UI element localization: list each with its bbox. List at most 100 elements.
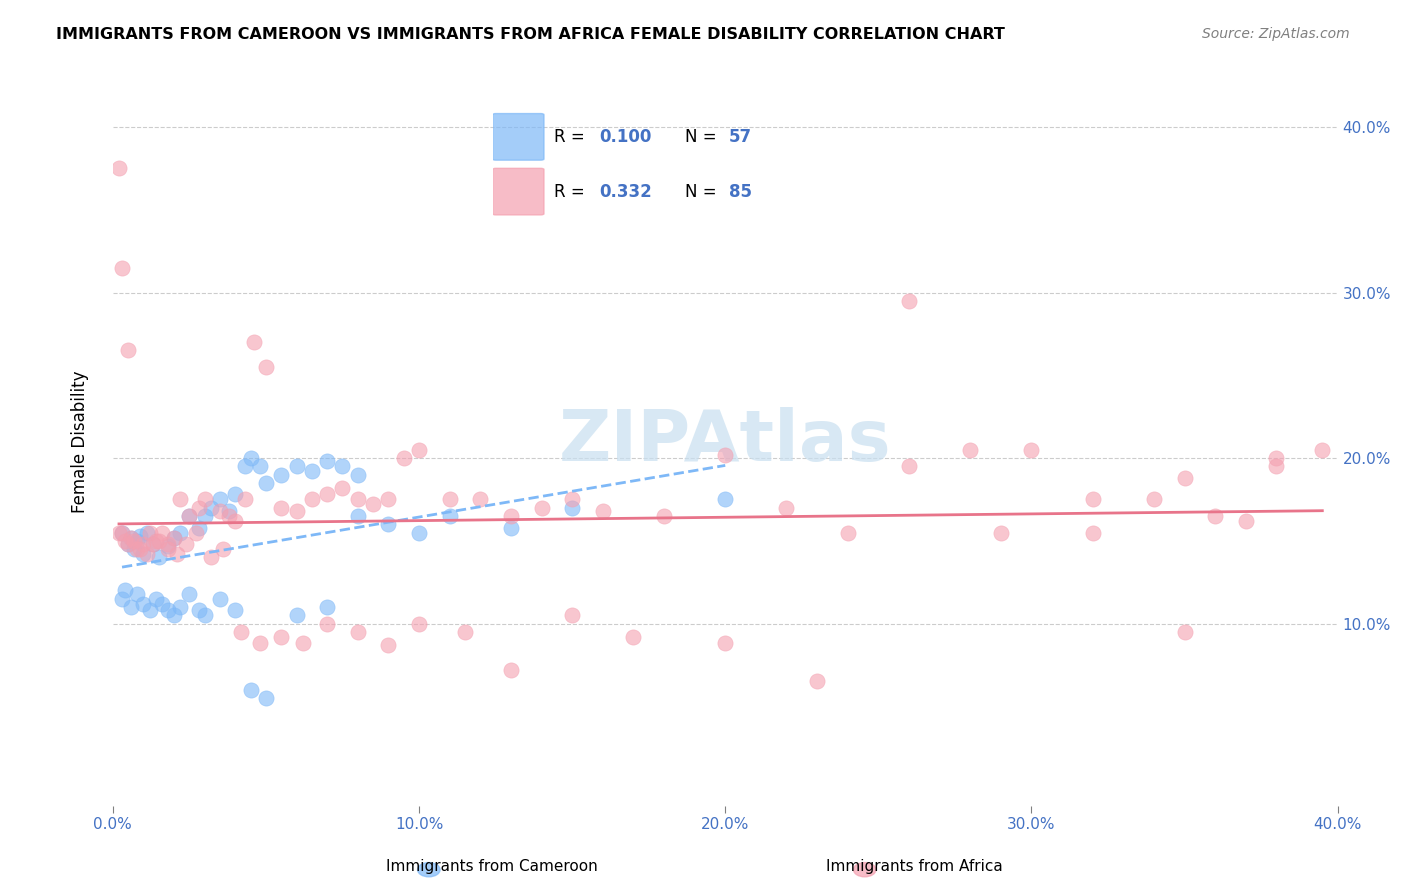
Point [145,533,167,548]
Point [138,603,160,617]
Y-axis label: Female Disability: Female Disability [72,370,89,513]
Point [184,525,207,540]
Point [200,550,222,565]
Point [561,500,583,515]
Point [470,492,492,507]
Point [239,451,262,466]
Point [179,508,201,523]
Point [200,500,222,515]
Point [775,500,797,515]
Point [132,597,155,611]
Point [361,497,384,511]
Point [108,525,131,540]
Point [301,492,323,507]
Point [254,691,277,706]
Point [291,636,314,650]
Point [897,459,920,474]
Point [316,454,339,468]
Point [117,343,139,358]
Point [714,448,737,462]
Point [224,603,246,617]
Point [179,587,201,601]
Point [169,525,191,540]
Point [408,525,430,540]
Point [454,624,477,639]
Point [138,525,160,540]
Point [285,608,308,623]
Point [114,583,136,598]
Point [837,525,859,540]
Point [111,591,134,606]
Point [169,492,191,507]
Point [163,608,186,623]
Point [499,520,522,534]
Point [208,492,231,507]
Point [239,682,262,697]
Point [714,492,737,507]
Point [959,442,981,457]
Point [194,492,217,507]
Text: Immigrants from Africa: Immigrants from Africa [825,859,1002,874]
Point [1204,508,1226,523]
Point [316,616,339,631]
Point [254,475,277,490]
Point [499,663,522,677]
Point [111,525,134,540]
Text: ZIPAtlas: ZIPAtlas [560,407,891,476]
Point [169,600,191,615]
Point [499,508,522,523]
Text: Immigrants from Cameroon: Immigrants from Cameroon [387,859,598,874]
Point [1173,624,1195,639]
Point [208,504,231,518]
Point [163,531,186,545]
Point [120,531,142,545]
Point [156,537,179,551]
Point [242,335,264,350]
Point [124,542,146,557]
Point [148,550,170,565]
Point [127,542,149,557]
Point [316,487,339,501]
Point [187,603,209,617]
Point [187,500,209,515]
Point [1143,492,1166,507]
Point [806,674,828,689]
Point [592,504,614,518]
Point [176,537,198,551]
Point [1081,492,1104,507]
Point [224,514,246,528]
Point [132,547,155,561]
Point [346,624,368,639]
Point [377,638,399,652]
Point [270,630,292,644]
Point [1021,442,1043,457]
Point [212,542,235,557]
Point [377,517,399,532]
Point [156,603,179,617]
Point [111,525,134,540]
Point [233,492,256,507]
Point [108,161,131,176]
Point [561,608,583,623]
Point [346,467,368,482]
Point [316,600,339,615]
Point [194,508,217,523]
Point [1265,459,1288,474]
Point [218,504,240,518]
Point [129,542,152,557]
Point [120,600,142,615]
Point [163,531,186,545]
Point [714,636,737,650]
Point [111,260,134,275]
Point [127,587,149,601]
Point [439,492,461,507]
Point [1081,525,1104,540]
Point [132,537,155,551]
Point [897,293,920,308]
Point [114,533,136,548]
Point [249,459,271,474]
Point [249,636,271,650]
Point [187,520,209,534]
Point [1234,514,1257,528]
Point [218,508,240,523]
